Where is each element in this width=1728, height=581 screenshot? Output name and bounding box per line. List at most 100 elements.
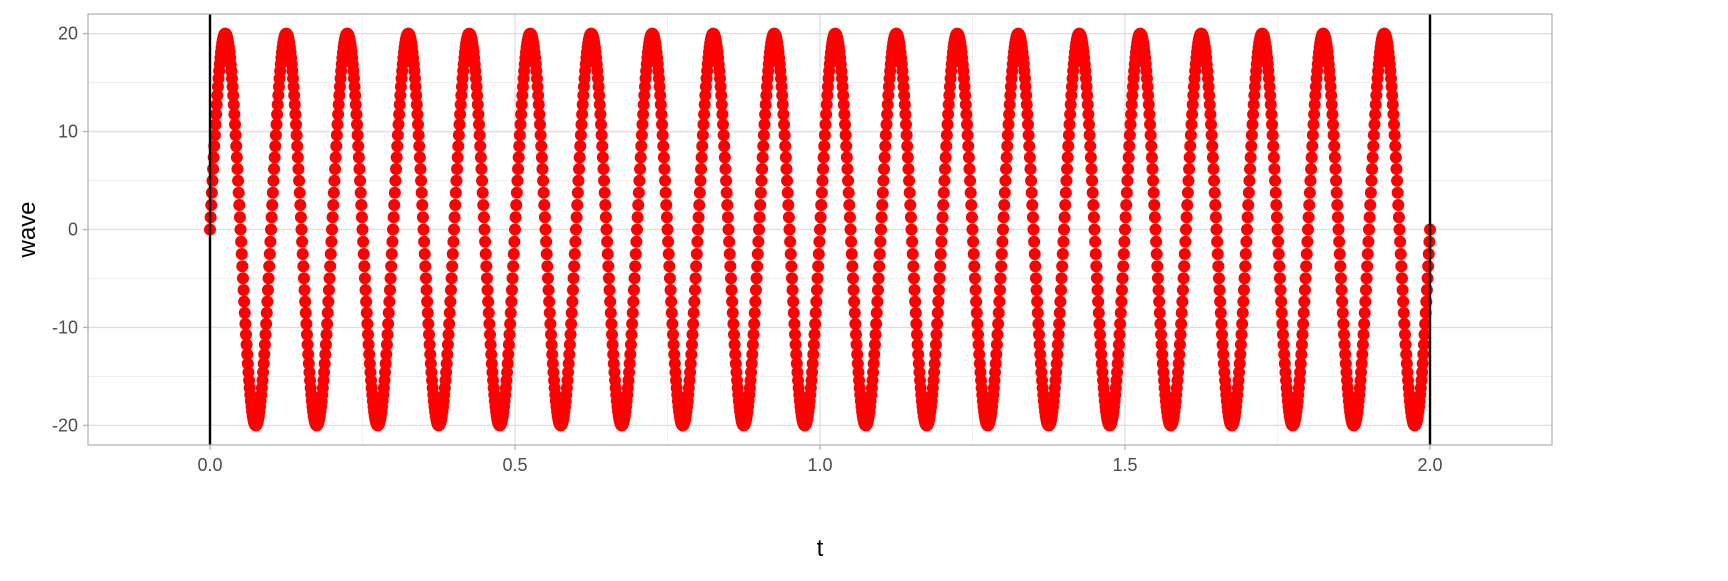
data-point [1087,211,1100,224]
data-point [482,295,495,308]
data-point [354,174,367,187]
data-point [208,129,221,142]
data-point [846,272,859,285]
data-point [1203,89,1216,102]
data-point [875,223,887,236]
data-point [879,140,892,153]
data-point [876,198,889,211]
data-point [784,235,797,248]
data-point [1083,118,1096,131]
data-point [637,108,650,121]
data-point [1155,338,1168,351]
data-point [748,306,761,319]
data-point [718,151,731,164]
data-point [996,235,1009,248]
data-point [903,174,916,187]
data-point [1237,284,1250,297]
data-point [483,317,496,330]
data-point [361,317,374,330]
data-point [1307,118,1320,131]
data-point [1056,260,1069,273]
data-point [332,98,345,111]
data-point [501,357,514,370]
data-point [962,140,975,153]
data-point [1156,357,1169,370]
data-point [1297,306,1310,319]
data-point [352,140,365,153]
data-point [599,198,612,211]
data-point [349,89,362,102]
data-point [1366,151,1379,164]
data-point [1119,211,1132,224]
data-point [869,328,882,341]
data-point [511,174,524,187]
data-point [1172,357,1185,370]
data-point [873,248,886,261]
data-point [747,328,760,341]
data-point [998,198,1011,211]
data-point [993,295,1006,308]
data-point [1305,162,1318,175]
data-point [1333,248,1346,261]
data-point [810,295,823,308]
data-point [421,295,434,308]
data-point [1000,162,1013,175]
data-point [1115,295,1128,308]
data-point [872,272,885,285]
data-point [1304,174,1317,187]
data-point [851,357,864,370]
data-point [1088,223,1101,236]
data-point [1244,151,1257,164]
data-point [1392,211,1405,224]
data-point [543,295,556,308]
data-point [871,284,884,297]
data-point [1367,129,1380,142]
data-point [210,108,223,121]
data-point [1141,80,1154,93]
data-point [1266,118,1279,131]
data-point [1325,89,1338,102]
data-point [331,118,344,131]
data-point [1356,338,1369,351]
data-point [958,80,971,93]
data-point [1389,140,1402,153]
data-point [1029,272,1042,285]
data-point [753,211,766,224]
data-point [775,80,788,93]
data-point [393,98,406,111]
data-point [322,284,335,297]
data-point [1146,162,1159,175]
data-point [473,118,486,131]
data-point [759,108,772,121]
data-point [635,129,648,142]
data-point [715,89,728,102]
data-point [1033,338,1046,351]
data-point [574,140,587,153]
data-point [812,260,825,273]
data-point [445,272,458,285]
data-point [515,98,528,111]
data-point [1022,118,1035,131]
data-point [424,348,437,361]
data-point [631,223,643,236]
data-point [780,162,793,175]
data-point [593,89,606,102]
data-point [418,235,431,248]
data-point [941,118,954,131]
data-point [1205,129,1218,142]
data-point [698,98,711,111]
data-point [299,306,312,319]
data-point [380,348,393,361]
data-point [846,260,859,273]
data-point [660,198,673,211]
data-point [263,260,276,273]
data-point [318,357,331,370]
data-point [482,306,495,319]
data-point [448,211,461,224]
data-point [1419,306,1432,319]
data-point [570,223,582,236]
data-point [512,162,525,175]
data-point [534,118,547,131]
data-point [806,366,819,379]
data-point [756,162,769,175]
